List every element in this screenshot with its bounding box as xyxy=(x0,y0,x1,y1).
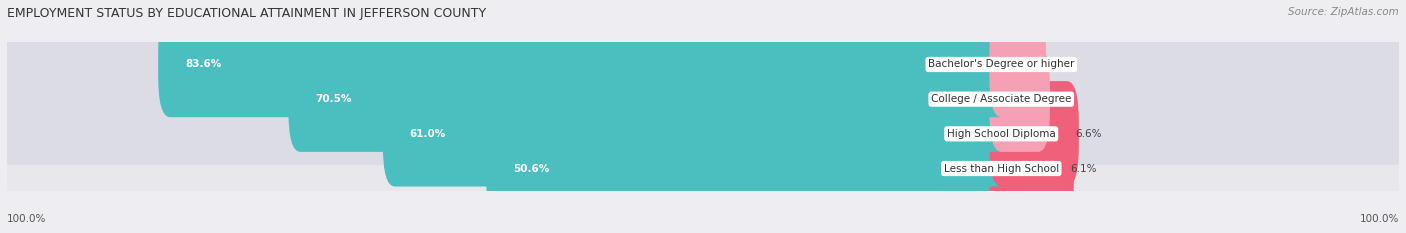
FancyBboxPatch shape xyxy=(288,46,1014,152)
FancyBboxPatch shape xyxy=(990,116,1074,221)
Text: Source: ZipAtlas.com: Source: ZipAtlas.com xyxy=(1288,7,1399,17)
FancyBboxPatch shape xyxy=(990,12,1046,117)
Text: 6.1%: 6.1% xyxy=(1070,164,1097,174)
Text: 61.0%: 61.0% xyxy=(409,129,446,139)
Text: 6.6%: 6.6% xyxy=(1074,129,1101,139)
Text: High School Diploma: High School Diploma xyxy=(946,129,1056,139)
FancyBboxPatch shape xyxy=(0,33,1406,233)
Text: 3.7%: 3.7% xyxy=(1046,94,1073,104)
FancyBboxPatch shape xyxy=(0,68,1406,233)
Text: College / Associate Degree: College / Associate Degree xyxy=(931,94,1071,104)
FancyBboxPatch shape xyxy=(0,0,1406,165)
FancyBboxPatch shape xyxy=(0,0,1406,200)
FancyBboxPatch shape xyxy=(990,46,1050,152)
Text: 50.6%: 50.6% xyxy=(513,164,550,174)
Text: EMPLOYMENT STATUS BY EDUCATIONAL ATTAINMENT IN JEFFERSON COUNTY: EMPLOYMENT STATUS BY EDUCATIONAL ATTAINM… xyxy=(7,7,486,20)
FancyBboxPatch shape xyxy=(382,81,1014,187)
Text: 70.5%: 70.5% xyxy=(315,94,352,104)
FancyBboxPatch shape xyxy=(486,116,1014,221)
Text: 83.6%: 83.6% xyxy=(186,59,221,69)
FancyBboxPatch shape xyxy=(157,12,1014,117)
FancyBboxPatch shape xyxy=(990,81,1078,187)
Text: Less than High School: Less than High School xyxy=(943,164,1059,174)
Text: Bachelor's Degree or higher: Bachelor's Degree or higher xyxy=(928,59,1074,69)
Text: 3.3%: 3.3% xyxy=(1042,59,1069,69)
Text: 100.0%: 100.0% xyxy=(7,214,46,224)
Text: 100.0%: 100.0% xyxy=(1360,214,1399,224)
